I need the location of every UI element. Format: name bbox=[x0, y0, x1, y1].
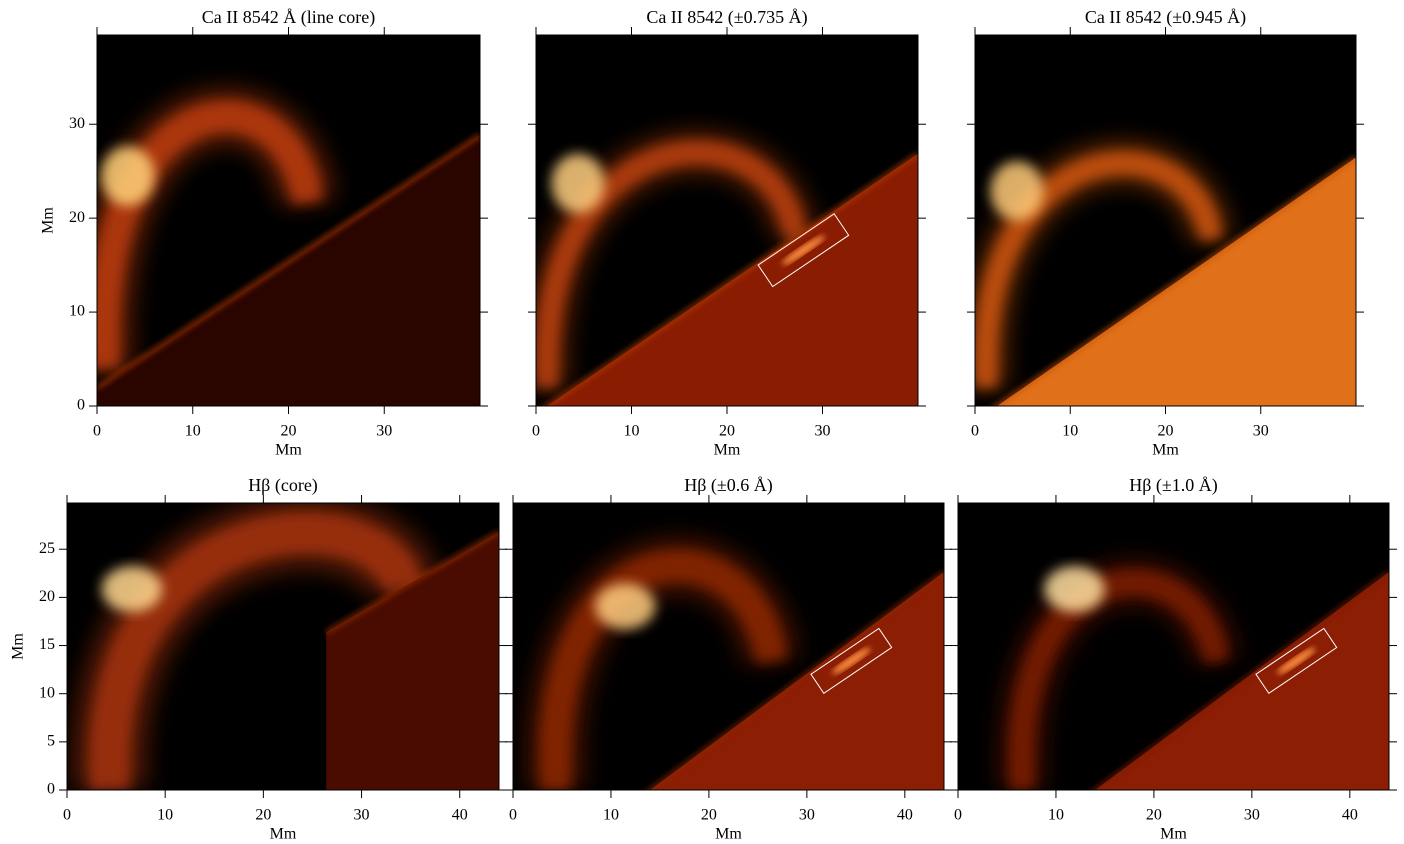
x-axis-label: Mm bbox=[270, 826, 297, 843]
x-axis-label: Mm bbox=[714, 442, 741, 459]
bright-knot bbox=[551, 153, 605, 214]
x-tick-label: 10 bbox=[1062, 423, 1078, 440]
jet-brightening bbox=[1277, 647, 1316, 675]
jet-brightening bbox=[832, 647, 871, 675]
panel-title: Ca II 8542 (±0.945 Å) bbox=[1085, 7, 1246, 28]
limb-edge bbox=[544, 152, 918, 406]
bright-knot bbox=[990, 161, 1044, 221]
loop bbox=[1009, 570, 1229, 790]
image bbox=[97, 35, 480, 406]
region-box bbox=[1255, 627, 1338, 694]
x-axis-label: Mm bbox=[715, 826, 742, 843]
x-tick-label: 30 bbox=[376, 423, 392, 440]
x-axis-label: Mm bbox=[275, 442, 302, 459]
panel: 0 10 20 30 40 0 5 10 15 20 25 Hβ (core) Mm Mm bbox=[10, 475, 507, 843]
panel: 0 10 20 30 0 10 20 30 Ca II 8542 Å (line core) Mm… bbox=[40, 7, 488, 459]
x-tick-label: 30 bbox=[799, 807, 815, 824]
loop bbox=[97, 101, 323, 370]
frame bbox=[66, 502, 500, 791]
x-tick-label: 10 bbox=[603, 807, 619, 824]
image bbox=[536, 35, 918, 406]
y-tick-label: 0 bbox=[77, 397, 85, 414]
x-tick-label: 0 bbox=[509, 807, 517, 824]
y-axis-label: Mm bbox=[10, 633, 27, 660]
x-tick-label: 0 bbox=[971, 423, 979, 440]
solar-disk bbox=[97, 135, 480, 406]
x-tick-label: 0 bbox=[93, 423, 101, 440]
image bbox=[67, 503, 499, 790]
panel-title: Ca II 8542 (±0.735 Å) bbox=[646, 7, 807, 28]
x-tick-label: 30 bbox=[815, 423, 831, 440]
panel-title: Ca II 8542 Å (line core) bbox=[202, 7, 375, 28]
loop bbox=[975, 152, 1223, 389]
y-tick-label: 25 bbox=[39, 540, 55, 557]
x-tick-label: 40 bbox=[1342, 807, 1358, 824]
jet-brightening bbox=[782, 235, 825, 265]
x-tick-label: 0 bbox=[954, 807, 962, 824]
x-tick-label: 10 bbox=[1048, 807, 1064, 824]
image bbox=[975, 35, 1356, 406]
limb-edge bbox=[994, 156, 1356, 406]
x-tick-label: 0 bbox=[532, 423, 540, 440]
panel-title: Hβ (±0.6 Å) bbox=[684, 475, 773, 496]
frame bbox=[512, 502, 945, 791]
x-axis-label: Mm bbox=[1152, 442, 1179, 459]
y-tick-label: 20 bbox=[69, 209, 85, 226]
image bbox=[958, 503, 1389, 790]
y-tick-label: 20 bbox=[39, 588, 55, 605]
x-tick-label: 30 bbox=[354, 807, 370, 824]
bright-knot bbox=[1044, 566, 1105, 613]
x-tick-label: 20 bbox=[719, 423, 735, 440]
region-box bbox=[810, 627, 893, 694]
panel: 0 10 20 30 40 Hβ (±1.0 Å) Mm bbox=[950, 475, 1397, 843]
x-tick-label: 40 bbox=[452, 807, 468, 824]
x-tick-label: 10 bbox=[185, 423, 201, 440]
y-tick-label: 10 bbox=[69, 303, 85, 320]
panel-title: Hβ (core) bbox=[248, 475, 318, 496]
y-tick-label: 30 bbox=[69, 115, 85, 132]
loop bbox=[540, 550, 787, 790]
panel: 0 10 20 30 Ca II 8542 (±0.945 Å) Mm bbox=[967, 7, 1364, 459]
x-tick-label: 20 bbox=[255, 807, 271, 824]
x-axis-label: Mm bbox=[1160, 826, 1187, 843]
x-tick-label: 10 bbox=[624, 423, 640, 440]
x-tick-label: 20 bbox=[1158, 423, 1174, 440]
bright-knot bbox=[101, 566, 163, 613]
y-tick-label: 5 bbox=[47, 733, 55, 750]
x-tick-label: 0 bbox=[63, 807, 71, 824]
y-tick-label: 0 bbox=[47, 781, 55, 798]
solar-disk bbox=[326, 531, 499, 790]
x-tick-label: 30 bbox=[1253, 423, 1269, 440]
limb-edge bbox=[647, 570, 944, 790]
x-tick-label: 10 bbox=[157, 807, 173, 824]
panel-title: Hβ (±1.0 Å) bbox=[1129, 475, 1218, 496]
y-tick-label: 15 bbox=[39, 636, 55, 653]
loop bbox=[536, 141, 807, 389]
y-axis-label: Mm bbox=[40, 207, 57, 234]
limb-edge bbox=[1092, 570, 1389, 790]
image bbox=[513, 503, 944, 790]
x-tick-label: 20 bbox=[701, 807, 717, 824]
limb-edge bbox=[97, 133, 480, 389]
bright-knot bbox=[100, 146, 155, 206]
region-box bbox=[757, 213, 850, 288]
loop bbox=[89, 512, 424, 790]
panel: 0 10 20 30 Ca II 8542 (±0.735 Å) Mm bbox=[528, 7, 926, 459]
bright-knot bbox=[594, 583, 656, 630]
panel: 0 10 20 30 40 Hβ (±0.6 Å) Mm bbox=[505, 475, 952, 843]
limb-edge bbox=[325, 530, 499, 634]
x-tick-label: 40 bbox=[897, 807, 913, 824]
frame bbox=[957, 502, 1390, 791]
x-tick-label: 30 bbox=[1244, 807, 1260, 824]
x-tick-label: 20 bbox=[1146, 807, 1162, 824]
y-tick-label: 10 bbox=[39, 684, 55, 701]
x-tick-label: 20 bbox=[281, 423, 297, 440]
